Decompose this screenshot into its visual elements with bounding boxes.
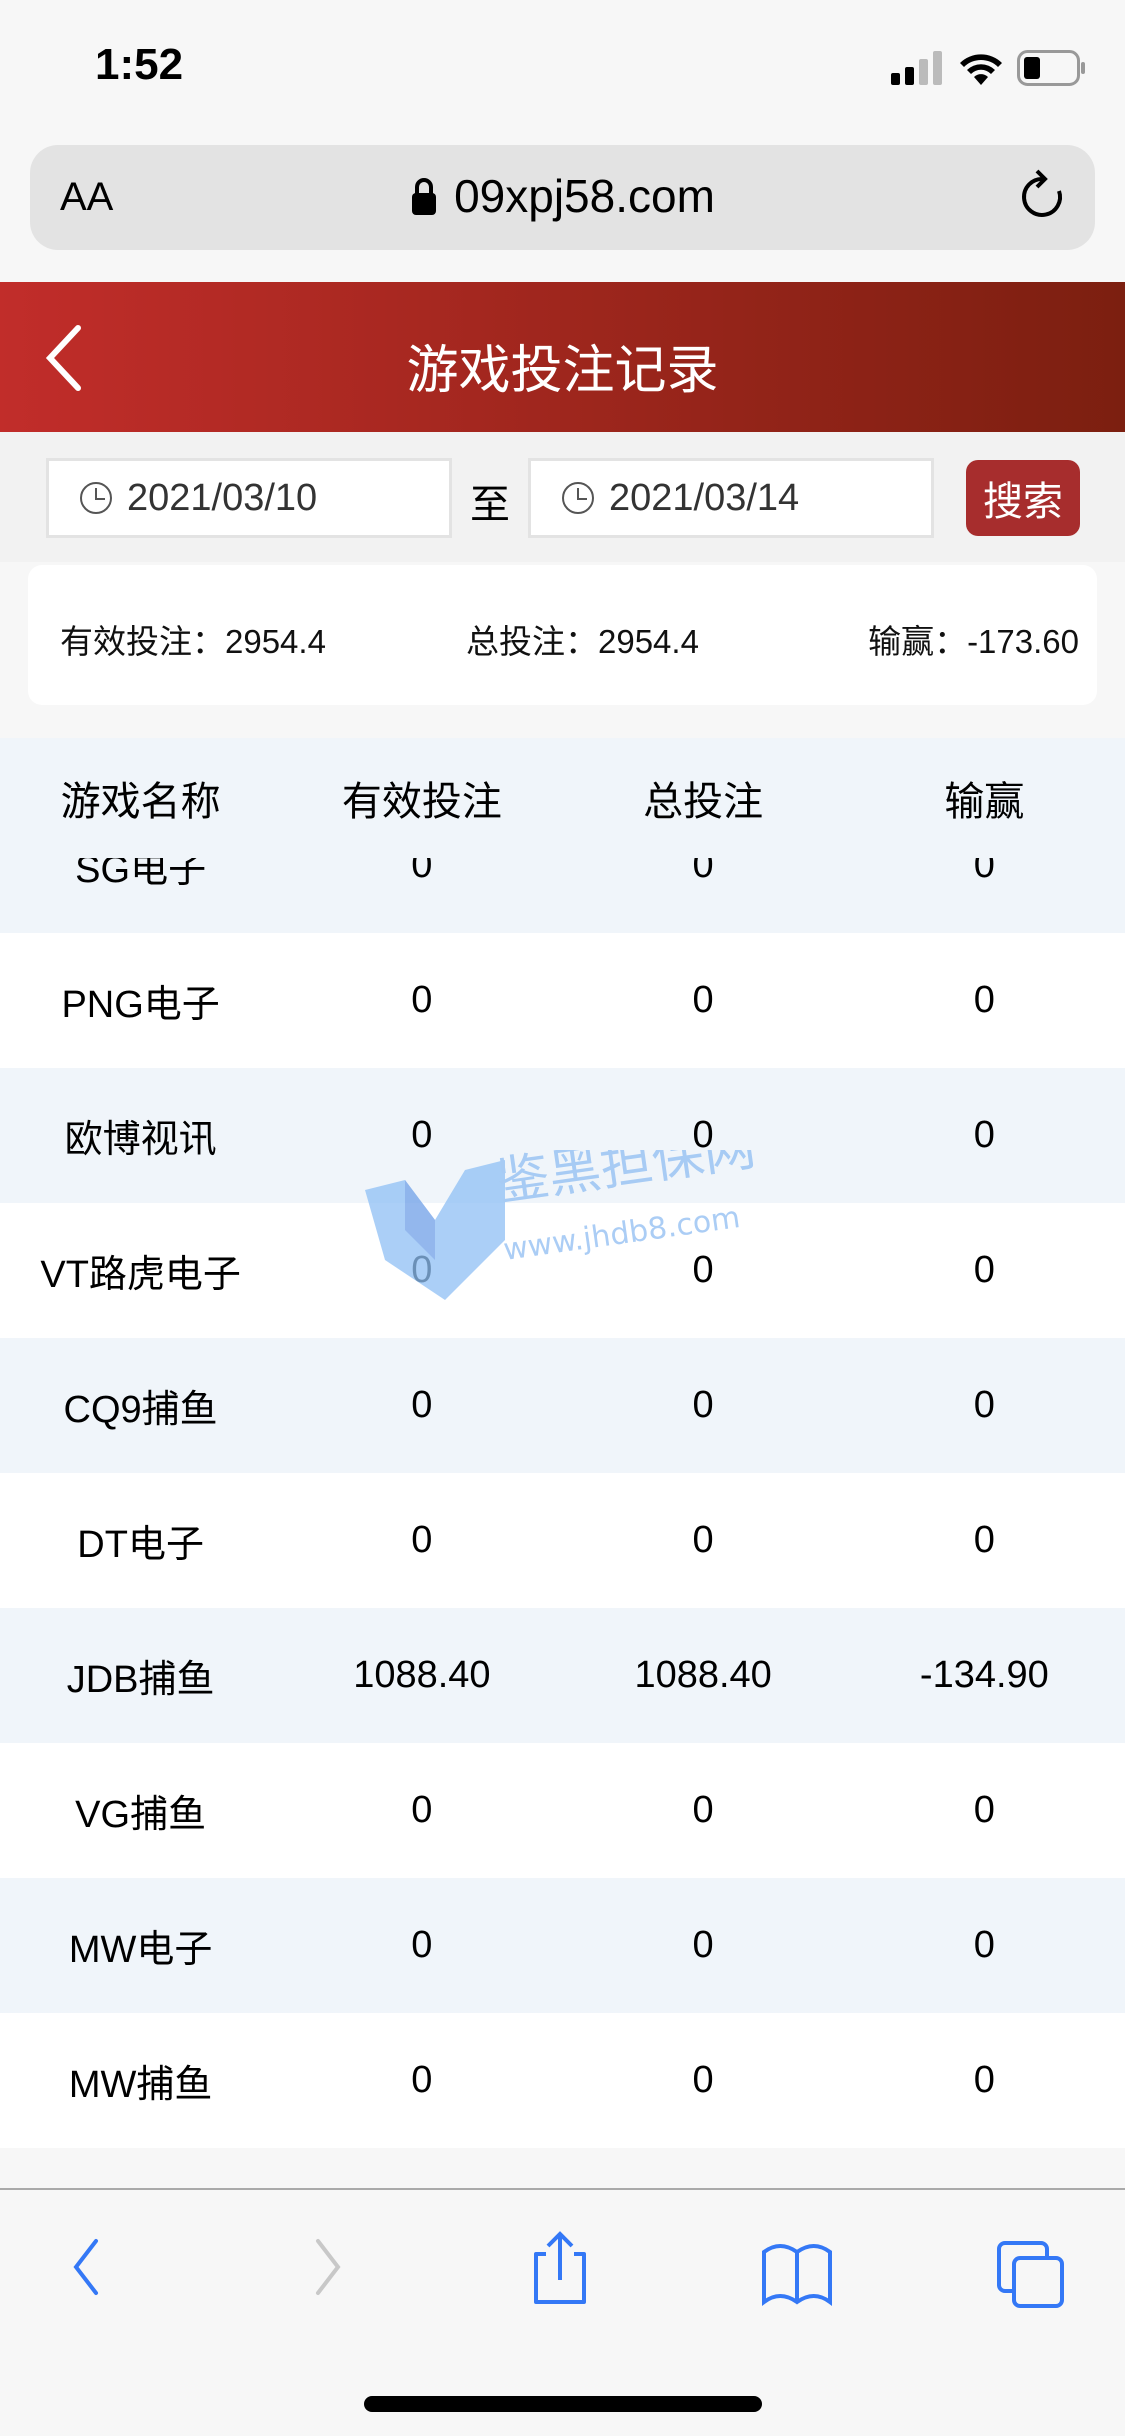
win-loss-total: 输赢：-173.60 (868, 623, 1079, 660)
tabs-icon[interactable] (996, 2240, 1066, 2308)
valid-bet-cell: 0 (411, 1789, 433, 1831)
search-button[interactable]: 搜索 (966, 460, 1080, 536)
total-bet-cell: 0 (692, 1789, 714, 1831)
win-loss-cell: 0 (973, 1249, 995, 1291)
table-row: VG捕鱼 0 0 0 (0, 1743, 1125, 1878)
table-row: MW电子 0 0 0 (0, 1878, 1125, 2013)
date-filter: 2021/03/10 至 2021/03/14 搜索 (0, 432, 1125, 562)
bookmarks-icon[interactable] (760, 2240, 834, 2306)
win-loss-cell: 0 (973, 1384, 995, 1426)
table-row: CQ9捕鱼 0 0 0 (0, 1338, 1125, 1473)
total-bet-cell: 0 (692, 1519, 714, 1561)
win-loss-cell: 0 (973, 1924, 995, 1966)
valid-bet-cell: 0 (411, 1249, 433, 1291)
table-row: PNG电子 0 0 0 (0, 933, 1125, 1068)
start-date-input[interactable]: 2021/03/10 (46, 458, 452, 538)
valid-bet-cell: 0 (411, 1114, 433, 1156)
lock-icon (412, 178, 437, 215)
game-name-cell: CQ9捕鱼 (63, 1389, 218, 1431)
win-loss-cell: 0 (973, 1789, 995, 1831)
text-size-button[interactable]: AA (60, 175, 114, 219)
win-loss-cell: 0 (973, 1519, 995, 1561)
table-row: MW捕鱼 0 0 0 (0, 2013, 1125, 2148)
valid-bet-cell: 1088.40 (353, 1654, 491, 1696)
game-name-cell: DT电子 (77, 1524, 204, 1566)
date-separator: 至 (470, 483, 510, 527)
valid-bet-cell: 0 (411, 1924, 433, 1966)
browser-toolbar (0, 2188, 1125, 2436)
table-row: JDB捕鱼 1088.40 1088.40 -134.90 (0, 1608, 1125, 1743)
win-loss-cell: 0 (973, 2059, 995, 2101)
clock-icon (80, 482, 112, 514)
table-row: VT路虎电子 0 0 0 (0, 1203, 1125, 1338)
home-indicator (364, 2396, 762, 2412)
chevron-left-icon[interactable] (40, 322, 90, 394)
forward-icon[interactable] (308, 2235, 348, 2299)
win-loss-cell: 0 (973, 1114, 995, 1156)
valid-bet-cell: 0 (411, 1384, 433, 1426)
bet-records-table[interactable]: 游戏名称 有效投注 总投注 输赢 SG电子 0 0 0 PNG电子 0 0 0 欧博视讯 0 0 0 V… (0, 738, 1125, 2188)
column-header: 输赢 (944, 780, 1025, 824)
total-bet-cell: 0 (692, 1114, 714, 1156)
signal-icon (891, 51, 942, 85)
wifi-icon (960, 54, 1002, 85)
battery-icon (1017, 50, 1085, 86)
total-bet-cell: 0 (692, 1384, 714, 1426)
url-text: 09xpj58.com (454, 170, 715, 222)
valid-bet-cell: 0 (411, 2059, 433, 2101)
share-icon[interactable] (530, 2230, 590, 2306)
table-row: DT电子 0 0 0 (0, 1473, 1125, 1608)
column-header: 总投注 (643, 780, 764, 824)
reload-icon[interactable] (1013, 167, 1073, 227)
win-loss-cell: 0 (973, 979, 995, 1021)
game-name-cell: PNG电子 (61, 984, 220, 1026)
total-bet-cell: 1088.40 (634, 1654, 772, 1696)
valid-bet-total: 有效投注：2954.4 (60, 623, 326, 660)
column-header: 游戏名称 (60, 780, 221, 824)
valid-bet-cell: 0 (411, 979, 433, 1021)
clock-icon (562, 482, 594, 514)
game-name-cell: VT路虎电子 (40, 1254, 241, 1296)
game-name-cell: MW捕鱼 (68, 2064, 213, 2106)
table-header: 游戏名称 有效投注 总投注 输赢 (0, 738, 1125, 858)
game-name-cell: MW电子 (68, 1929, 213, 1971)
page-title: 游戏投注记录 (406, 342, 719, 400)
end-date-input[interactable]: 2021/03/14 (528, 458, 934, 538)
status-bar: 1:52 (0, 0, 1125, 135)
column-header: 有效投注 (341, 780, 502, 824)
win-loss-cell: -134.90 (919, 1654, 1049, 1696)
total-bet-cell: 0 (692, 1249, 714, 1291)
summary-card: 有效投注：2954.4 总投注：2954.4 输赢：-173.60 (28, 565, 1097, 705)
back-icon[interactable] (68, 2235, 108, 2299)
total-bet-cell: 0 (692, 2059, 714, 2101)
total-bet-total: 总投注：2954.4 (466, 623, 699, 660)
game-name-cell: JDB捕鱼 (66, 1659, 215, 1701)
status-time: 1:52 (95, 40, 184, 89)
page-header: 游戏投注记录 (0, 282, 1125, 432)
valid-bet-cell: 0 (411, 1519, 433, 1561)
total-bet-cell: 0 (692, 1924, 714, 1966)
address-bar[interactable]: AA 09xpj58.com (30, 145, 1095, 250)
game-name-cell: 欧博视讯 (64, 1119, 217, 1161)
total-bet-cell: 0 (692, 979, 714, 1021)
game-name-cell: VG捕鱼 (75, 1794, 207, 1836)
table-row: 欧博视讯 0 0 0 (0, 1068, 1125, 1203)
